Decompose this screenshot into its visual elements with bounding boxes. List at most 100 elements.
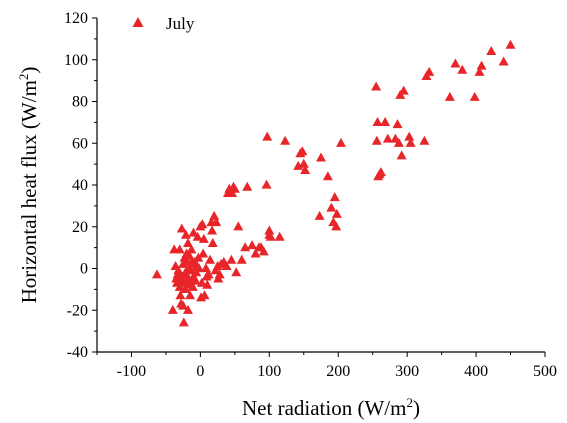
data-point bbox=[392, 119, 403, 129]
data-point bbox=[167, 304, 178, 314]
data-point bbox=[398, 85, 409, 95]
data-point bbox=[173, 265, 184, 275]
data-point bbox=[474, 66, 485, 76]
data-point bbox=[236, 254, 247, 264]
data-points bbox=[151, 39, 516, 327]
data-point bbox=[250, 248, 261, 258]
x-tick-label: -100 bbox=[117, 363, 146, 380]
data-point bbox=[192, 231, 203, 241]
data-point bbox=[331, 221, 342, 231]
data-point bbox=[198, 233, 209, 243]
data-point bbox=[314, 210, 325, 220]
data-point bbox=[151, 269, 162, 279]
data-point bbox=[188, 227, 199, 237]
data-point bbox=[211, 217, 222, 227]
data-point bbox=[316, 152, 326, 162]
x-tick-label: 500 bbox=[533, 363, 557, 380]
data-point bbox=[505, 39, 516, 49]
y-tick-label: 0 bbox=[80, 261, 88, 278]
data-point bbox=[182, 238, 193, 248]
data-point bbox=[405, 137, 416, 147]
data-point bbox=[404, 131, 415, 141]
y-tick-label: 120 bbox=[64, 10, 88, 27]
y-tick-label: 100 bbox=[64, 52, 88, 69]
data-point bbox=[450, 58, 461, 68]
data-point bbox=[261, 179, 272, 189]
data-point bbox=[262, 131, 273, 141]
data-point bbox=[371, 135, 382, 145]
ticks: -100 0 100 200 300 400 500 -40 -20 0 20 40 60 80 100 12… bbox=[64, 10, 557, 380]
data-point bbox=[382, 133, 393, 143]
data-point bbox=[193, 252, 204, 262]
y-axis-label: Horizontal heat flux (W/m2) bbox=[16, 67, 41, 304]
legend: July bbox=[132, 14, 195, 33]
data-point bbox=[203, 269, 214, 279]
data-point bbox=[457, 64, 468, 74]
data-point bbox=[207, 238, 218, 248]
data-point bbox=[174, 244, 185, 254]
legend-marker-triangle-icon bbox=[132, 17, 144, 27]
data-point bbox=[396, 150, 407, 160]
x-axis-label: Net radiation (W/m2) bbox=[242, 395, 420, 420]
data-point bbox=[297, 146, 308, 156]
data-point bbox=[194, 263, 205, 273]
data-point bbox=[322, 171, 333, 181]
data-point bbox=[178, 300, 189, 310]
x-tick-label: 0 bbox=[196, 363, 204, 380]
data-point bbox=[186, 244, 197, 254]
data-point bbox=[242, 181, 253, 191]
x-tick-label: 400 bbox=[464, 363, 488, 380]
data-point bbox=[469, 91, 480, 101]
x-tick-label: 100 bbox=[257, 363, 281, 380]
data-point bbox=[196, 277, 207, 287]
y-tick-label: -40 bbox=[67, 344, 88, 361]
data-point bbox=[199, 290, 210, 300]
data-point bbox=[202, 279, 213, 289]
y-tick-label: -20 bbox=[67, 302, 88, 319]
data-point bbox=[393, 137, 404, 147]
data-point bbox=[184, 250, 195, 260]
data-point bbox=[419, 135, 430, 145]
data-point bbox=[298, 158, 309, 168]
data-point bbox=[380, 116, 391, 126]
data-point bbox=[190, 275, 201, 285]
data-point bbox=[372, 116, 383, 126]
data-point bbox=[231, 267, 242, 277]
y-tick-label: 20 bbox=[72, 219, 88, 236]
data-point bbox=[214, 269, 225, 279]
data-point bbox=[274, 231, 285, 241]
data-point bbox=[326, 202, 337, 212]
data-point bbox=[300, 164, 311, 174]
data-point bbox=[198, 248, 209, 258]
data-point bbox=[176, 223, 187, 233]
data-point bbox=[229, 183, 240, 193]
data-point bbox=[444, 91, 455, 101]
data-point bbox=[187, 281, 198, 291]
data-point bbox=[185, 290, 196, 300]
data-point bbox=[280, 135, 291, 145]
data-point bbox=[221, 261, 232, 271]
y-tick-label: 60 bbox=[72, 135, 88, 152]
y-tick-label: 40 bbox=[72, 177, 88, 194]
data-point bbox=[258, 246, 269, 256]
data-point bbox=[498, 56, 509, 66]
legend-label: July bbox=[166, 14, 195, 33]
data-point bbox=[476, 60, 487, 70]
data-point bbox=[180, 229, 191, 239]
data-point bbox=[209, 210, 220, 220]
data-point bbox=[233, 221, 244, 231]
data-point bbox=[197, 219, 208, 229]
data-point bbox=[335, 137, 346, 147]
data-point bbox=[205, 254, 216, 264]
x-tick-label: 300 bbox=[395, 363, 419, 380]
data-point bbox=[226, 254, 237, 264]
data-point bbox=[331, 208, 342, 218]
data-point bbox=[264, 225, 275, 235]
data-point bbox=[175, 290, 186, 300]
data-point bbox=[424, 66, 435, 76]
x-tick-label: 200 bbox=[326, 363, 350, 380]
data-point bbox=[371, 81, 382, 91]
data-point bbox=[265, 231, 276, 241]
data-point bbox=[486, 46, 497, 55]
